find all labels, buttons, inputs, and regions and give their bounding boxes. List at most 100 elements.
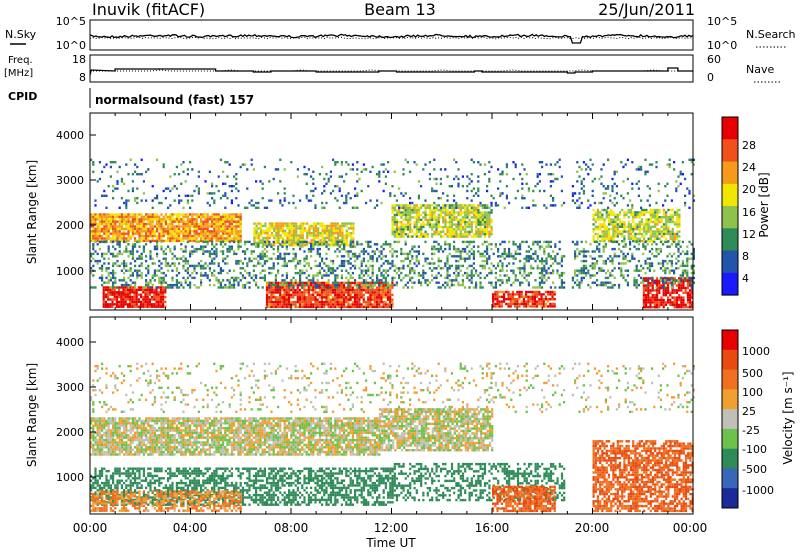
- heatmap-cell: [330, 244, 333, 247]
- heatmap-cell: [314, 264, 317, 268]
- heatmap-cell: [285, 247, 288, 251]
- heatmap-cell: [658, 291, 661, 294]
- heatmap-cell: [327, 296, 330, 299]
- heatmap-cell: [228, 222, 231, 226]
- heatmap-cell: [275, 234, 278, 237]
- heatmap-cell: [428, 213, 432, 217]
- heatmap-cell: [632, 230, 635, 233]
- heatmap-cell: [525, 302, 528, 306]
- heatmap-cell: [612, 235, 615, 238]
- heatmap-cell: [411, 216, 414, 219]
- heatmap-cell: [158, 281, 161, 284]
- heatmap-cell: [171, 232, 174, 235]
- heatmap-cell: [475, 230, 478, 233]
- heatmap-cell: [268, 286, 271, 289]
- heatmap-cell: [164, 264, 167, 268]
- heatmap-cell: [369, 298, 372, 301]
- heatmap-cell: [114, 227, 117, 231]
- heatmap-cell: [393, 204, 396, 207]
- heatmap-cell: [603, 225, 606, 228]
- heatmap-cell: [114, 213, 117, 216]
- heatmap-cell: [424, 271, 427, 275]
- heatmap-cell: [330, 241, 333, 244]
- heatmap-cell: [444, 233, 447, 236]
- heatmap-cell: [230, 283, 233, 287]
- heatmap-cell: [107, 237, 110, 240]
- heatmap-cell: [111, 305, 114, 308]
- heatmap-cell: [323, 288, 326, 292]
- heatmap-cell: [178, 213, 181, 216]
- heatmap-cell: [494, 290, 497, 294]
- heatmap-cell: [248, 271, 251, 275]
- heatmap-cell: [323, 293, 326, 297]
- heatmap-cell: [354, 255, 357, 258]
- heatmap-cell: [483, 233, 487, 236]
- heatmap-cell: [457, 211, 460, 214]
- heatmap-cell: [360, 293, 363, 297]
- heatmap-cell: [140, 303, 143, 306]
- heatmap-cell: [173, 220, 176, 223]
- heatmap-cell: [395, 271, 398, 275]
- heatmap-cell: [263, 247, 266, 251]
- heatmap-cell: [120, 303, 123, 306]
- heatmap-cell: [453, 245, 456, 248]
- heatmap-cell: [358, 284, 361, 287]
- heatmap-cell: [614, 230, 617, 233]
- heatmap-cell: [638, 223, 641, 226]
- heatmap-cell: [244, 250, 247, 253]
- heatmap-cell: [160, 276, 163, 280]
- heatmap-cell: [671, 232, 674, 236]
- heatmap-cell: [328, 234, 331, 237]
- heatmap-cell: [94, 259, 97, 263]
- heatmap-cell: [415, 209, 418, 212]
- heatmap-cell: [332, 241, 335, 244]
- heatmap-cell: [371, 264, 374, 268]
- heatmap-cell: [160, 283, 163, 287]
- heatmap-cell: [636, 211, 639, 214]
- heatmap-cell: [623, 220, 626, 224]
- heatmap-cell: [605, 237, 608, 240]
- heatmap-cell: [398, 233, 401, 236]
- heatmap-cell: [488, 223, 491, 226]
- heatmap-cell: [613, 252, 616, 256]
- heatmap-cell: [129, 305, 132, 308]
- heatmap-cell: [118, 215, 121, 219]
- heatmap-cell: [116, 255, 119, 258]
- heatmap-cell: [312, 247, 315, 251]
- heatmap-cell: [544, 295, 547, 298]
- heatmap-cell: [180, 218, 183, 221]
- heatmap-cell: [290, 239, 293, 242]
- heatmap-cell: [290, 279, 293, 282]
- heatmap-cell: [312, 281, 315, 284]
- heatmap-cell: [508, 276, 511, 280]
- heatmap-cell: [509, 295, 512, 298]
- heatmap-cell: [115, 291, 118, 294]
- heatmap-cell: [145, 227, 148, 231]
- heatmap-cell: [658, 218, 661, 221]
- heatmap-cell: [647, 282, 650, 285]
- heatmap-cell: [468, 233, 471, 236]
- heatmap-cell: [301, 291, 304, 294]
- heatmap-cell: [593, 274, 596, 277]
- heatmap-cell: [336, 286, 339, 289]
- heatmap-cell: [395, 204, 399, 207]
- heatmap-cell: [191, 239, 194, 243]
- heatmap-cell: [596, 235, 600, 238]
- heatmap-cell: [620, 274, 623, 277]
- heatmap-cell: [283, 288, 286, 292]
- heatmap-cell: [380, 274, 383, 277]
- heatmap-cell: [342, 291, 346, 294]
- heatmap-cell: [347, 234, 351, 237]
- heatmap-cell: [684, 277, 687, 280]
- heatmap-cell: [665, 230, 668, 233]
- heatmap-cell: [643, 235, 646, 238]
- heatmap-cell: [135, 305, 138, 308]
- heatmap-cell: [259, 229, 263, 232]
- heatmap-cell: [230, 239, 233, 243]
- heatmap-cell: [314, 305, 317, 309]
- heatmap-cell: [336, 232, 340, 235]
- heatmap-cell: [200, 220, 203, 223]
- heatmap-cell: [127, 283, 130, 287]
- heatmap-cell: [382, 262, 385, 265]
- heatmap-cell: [200, 234, 203, 238]
